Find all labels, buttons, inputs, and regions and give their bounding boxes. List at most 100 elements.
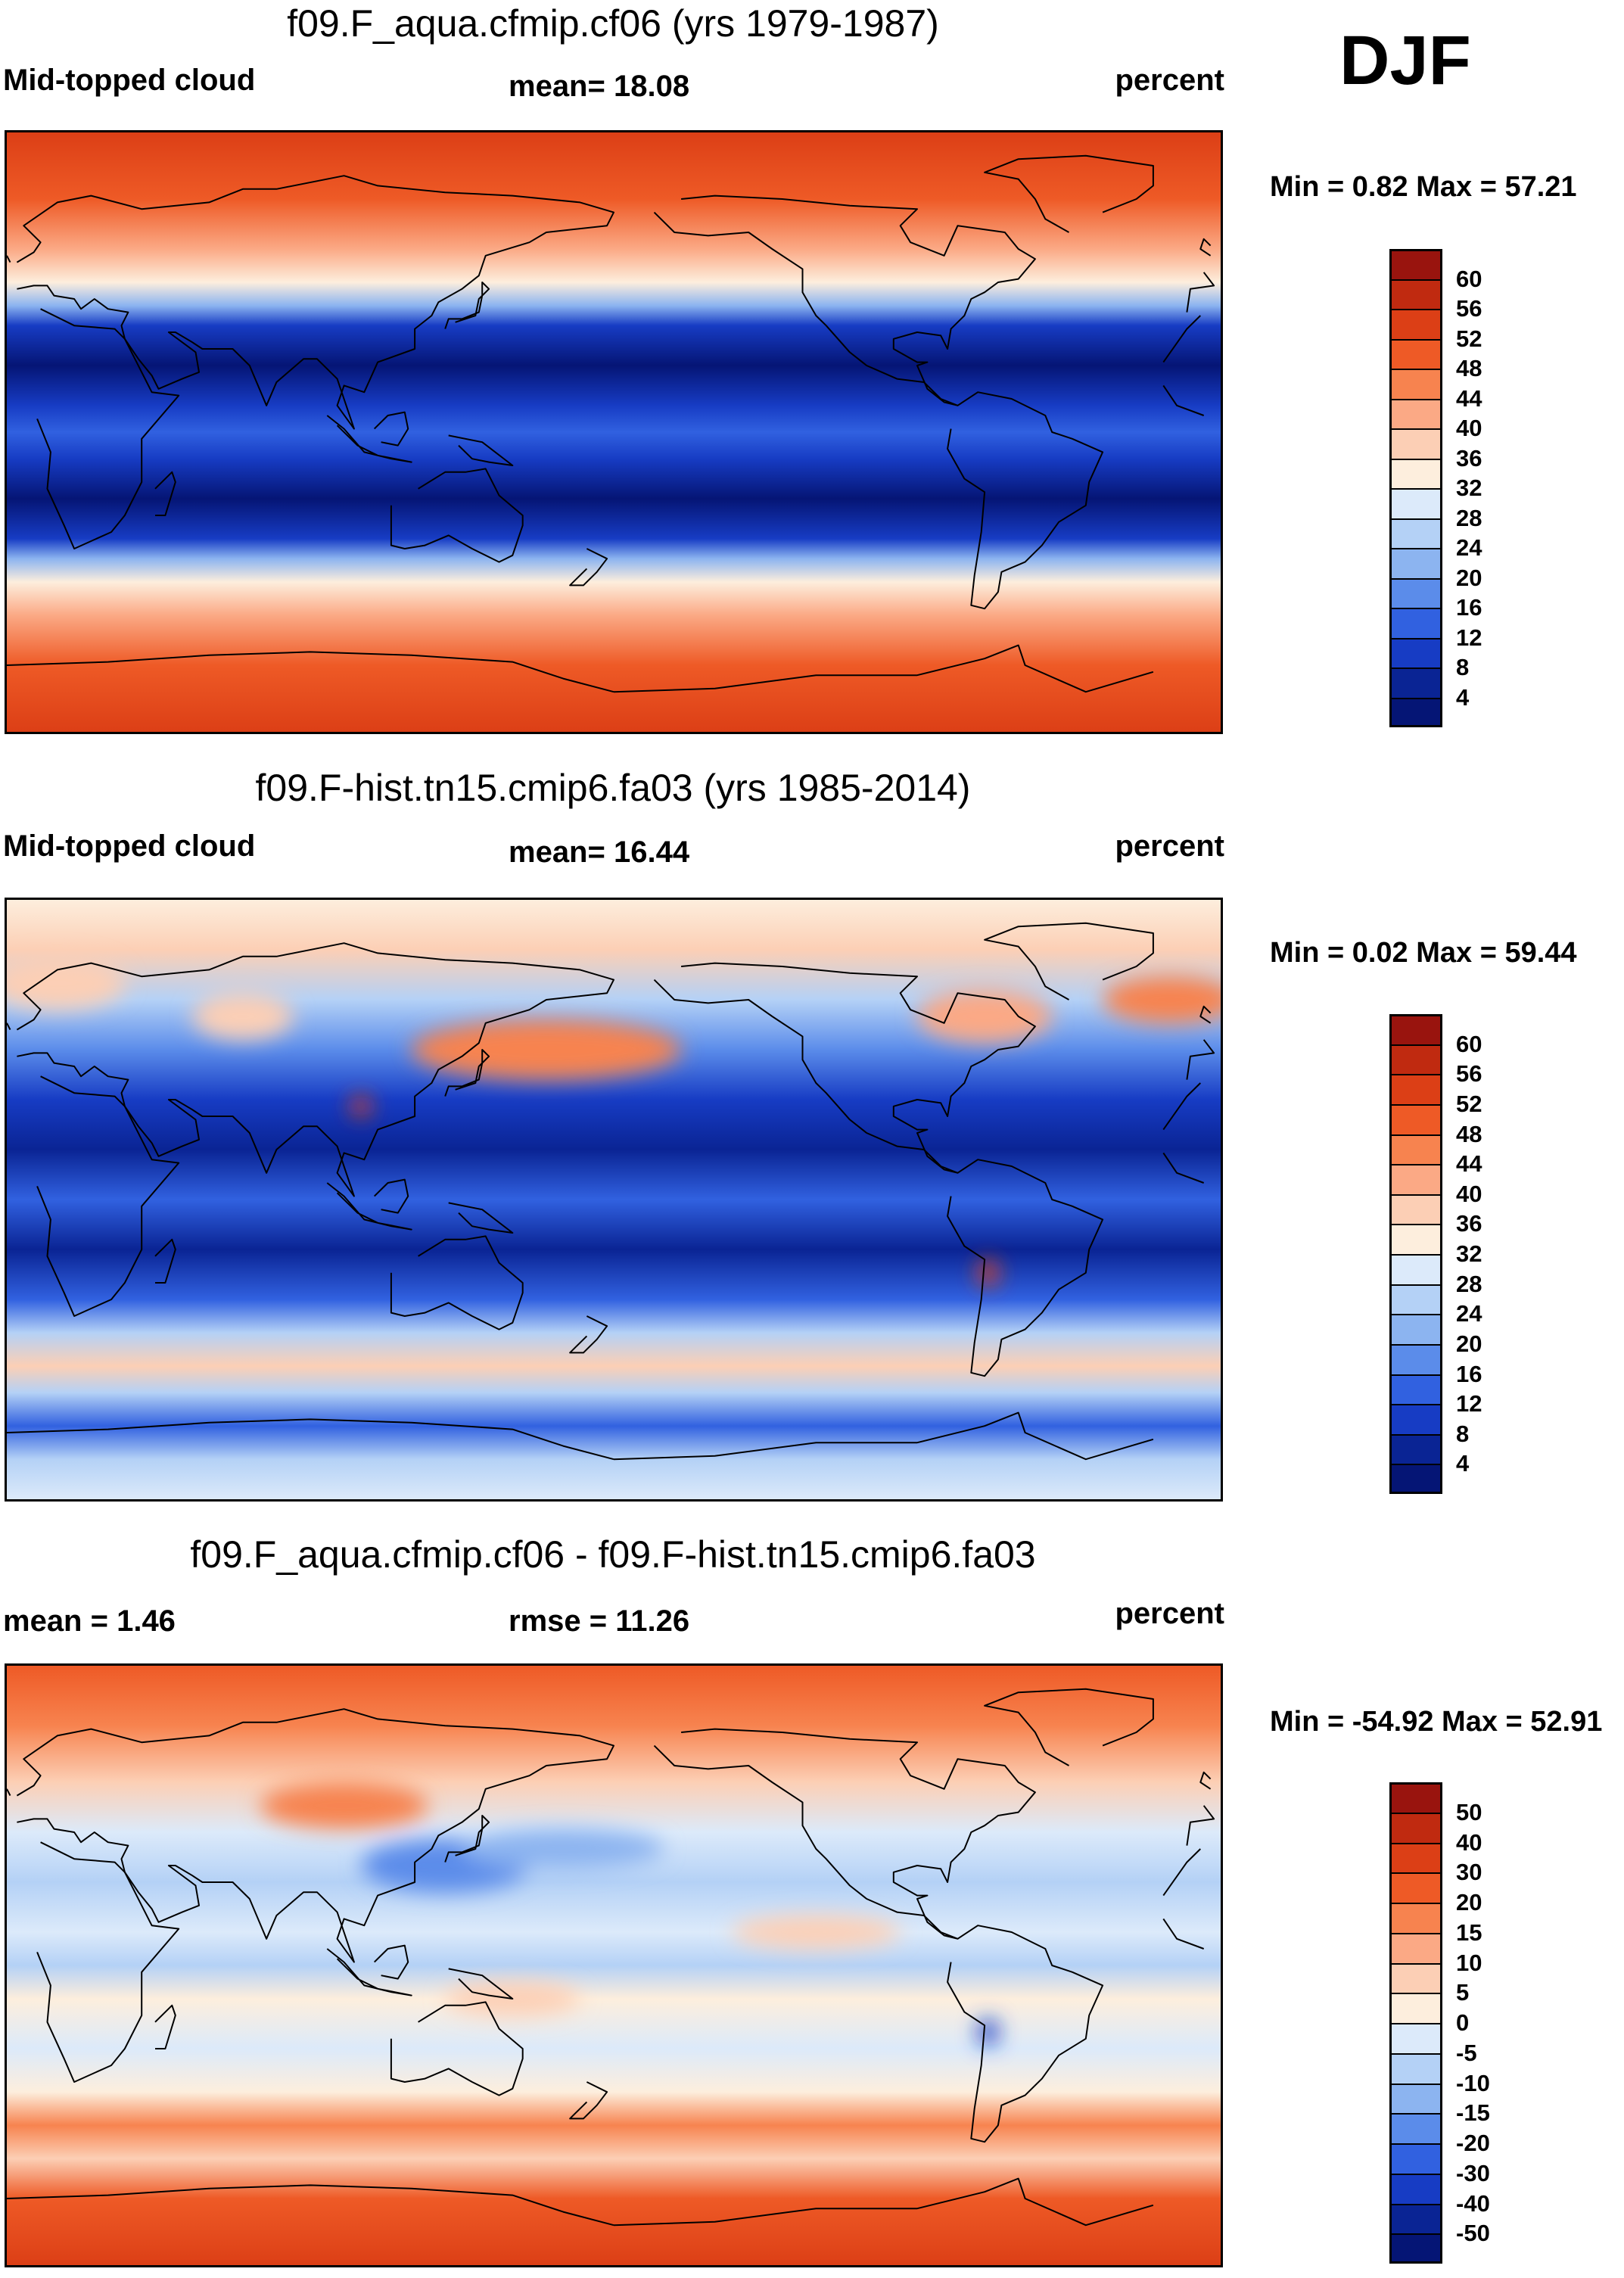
coastline-antarctica	[7, 651, 614, 693]
colorbar-tick-label: -20	[1456, 2130, 1490, 2156]
colorbar-swatch	[1389, 697, 1442, 727]
coastline-indonesia	[326, 415, 412, 463]
coastline-australia	[390, 468, 524, 563]
coastline-newguinea	[448, 1968, 514, 1999]
colorbar-tick-label: 36	[1456, 1210, 1482, 1237]
coastline-eurasia	[1186, 1039, 1215, 1080]
field-anomaly-1	[917, 989, 1053, 1044]
coastline-eurasia	[1186, 1805, 1215, 1846]
colorbar-swatch	[1389, 1782, 1442, 1813]
colorbar-swatch	[1389, 577, 1442, 608]
colorbar-swatch	[1389, 1343, 1442, 1374]
colorbar-tick-label: 56	[1456, 1060, 1482, 1088]
colorbar-tick-label: -30	[1456, 2159, 1490, 2186]
coastline-japan	[444, 1049, 490, 1097]
colorbar-tick-label: 48	[1456, 355, 1482, 381]
colorbar-swatch	[1389, 1254, 1442, 1284]
colorbar-swatch	[1389, 1074, 1442, 1104]
coastline-northamerica	[653, 195, 1036, 406]
colorbar-tick-label: 50	[1456, 1798, 1482, 1825]
coastline-antarctica	[613, 1411, 1154, 1461]
colorbar-swatch	[1389, 1993, 1442, 2023]
panel-1-map	[5, 130, 1223, 734]
panel-3-units-label: percent	[1115, 1597, 1225, 1630]
colorbar-swatch	[1389, 548, 1442, 578]
colorbar-tick-label: 4	[1456, 1450, 1470, 1477]
field-anomaly-0	[260, 1782, 428, 1829]
field-anomaly-4	[978, 1259, 998, 1287]
panel-3-field	[7, 1666, 1221, 2265]
coastline-antarctica	[613, 2177, 1154, 2227]
colorbar-swatch	[1389, 249, 1442, 279]
coastline-eurasia	[1186, 272, 1215, 313]
coastline-southamerica	[947, 1159, 1104, 1377]
colorbar-swatch	[1389, 1164, 1442, 1194]
panel-2-units-label: percent	[1115, 829, 1225, 863]
coastline-northamerica	[653, 962, 1036, 1174]
coastline-antarctica	[613, 644, 1154, 693]
coastline-southamerica	[947, 391, 1104, 610]
colorbar-frame	[1389, 249, 1442, 727]
colorbar-tick-label: 32	[1456, 1240, 1482, 1267]
colorbar-swatch	[1389, 1314, 1442, 1344]
colorbar-tick-label: 52	[1456, 1090, 1482, 1117]
panel-2-field	[7, 900, 1221, 1499]
colorbar-tick-label: 12	[1456, 624, 1482, 651]
colorbar-tick-label: 24	[1456, 534, 1482, 561]
coastline-northamerica	[653, 1728, 1036, 1940]
coastline-madagascar	[154, 1238, 176, 1284]
coastline-uk	[7, 1788, 11, 1797]
coastline-africa	[1162, 1848, 1202, 1897]
colorbar-swatch	[1389, 608, 1442, 638]
colorbar-swatch	[1389, 1374, 1442, 1405]
colorbar-tick-label: -40	[1456, 2189, 1490, 2217]
colorbar-tick-label: 10	[1456, 1949, 1482, 1976]
coastline-australia	[390, 1235, 524, 1330]
panel-2-colorbar: 60 56 52 48 44 40 36 32 28 24 20 16 12 8 4	[1389, 1014, 1482, 1494]
field-background	[7, 900, 1221, 1499]
coastline-eurasia	[16, 1708, 614, 1963]
colorbar-tick-label: 15	[1456, 1919, 1482, 1946]
colorbar-tick-label: 48	[1456, 1120, 1482, 1147]
coastline-japan	[444, 1815, 490, 1863]
coastline-madagascar	[154, 471, 176, 516]
panel-3-mean-label: mean = 1.46	[3, 1604, 176, 1638]
colorbar-swatch	[1389, 1044, 1442, 1075]
coastline-antarctica	[7, 1418, 614, 1461]
colorbar-swatch	[1389, 1134, 1442, 1165]
coastline-greenland	[984, 922, 1154, 1001]
coastline-africa	[1162, 1918, 1205, 1950]
colorbar-swatch	[1389, 2023, 1442, 2053]
coastline-japan	[444, 282, 490, 329]
panel-2-variable-label: Mid-topped cloud	[3, 829, 256, 863]
colorbar-tick-label: 44	[1456, 1150, 1482, 1178]
field-anomaly-4	[731, 1915, 901, 1949]
field-anomaly-0	[411, 1019, 682, 1080]
colorbar-tick-label: 8	[1456, 1420, 1470, 1447]
panel-2-minmax: Min = 0.02 Max = 59.44	[1270, 937, 1577, 969]
colorbar-swatch	[1389, 2052, 1442, 2083]
colorbar-swatch	[1389, 1284, 1442, 1315]
field-anomaly-5	[7, 956, 125, 1010]
field-background	[7, 132, 1221, 732]
colorbar-swatch	[1389, 637, 1442, 668]
colorbar-swatch	[1389, 309, 1442, 339]
season-label: DJF	[1339, 22, 1471, 99]
colorbar-swatch	[1389, 668, 1442, 698]
colorbar-tick-label: 28	[1456, 504, 1482, 531]
panel-3-title: f09.F_aqua.cfmip.cf06 - f09.F-hist.tn15.…	[190, 1533, 1036, 1576]
colorbar-swatch	[1389, 1464, 1442, 1494]
colorbar-tick-label: -5	[1456, 2039, 1477, 2066]
colorbar-tick-label: 40	[1456, 1828, 1482, 1856]
colorbar-swatch	[1389, 2143, 1442, 2174]
colorbar-frame	[1389, 1782, 1442, 2264]
panel-2-mean-label: mean= 16.44	[509, 836, 690, 869]
colorbar-tick-label: 56	[1456, 295, 1482, 322]
colorbar-swatch	[1389, 398, 1442, 428]
panel-1-units-label: percent	[1115, 64, 1225, 97]
colorbar-tick-label: 0	[1456, 2009, 1470, 2036]
colorbar-swatch	[1389, 369, 1442, 399]
colorbar-swatch	[1389, 2173, 1442, 2204]
colorbar-swatch	[1389, 2203, 1442, 2234]
panel-1-variable-label: Mid-topped cloud	[3, 64, 256, 97]
